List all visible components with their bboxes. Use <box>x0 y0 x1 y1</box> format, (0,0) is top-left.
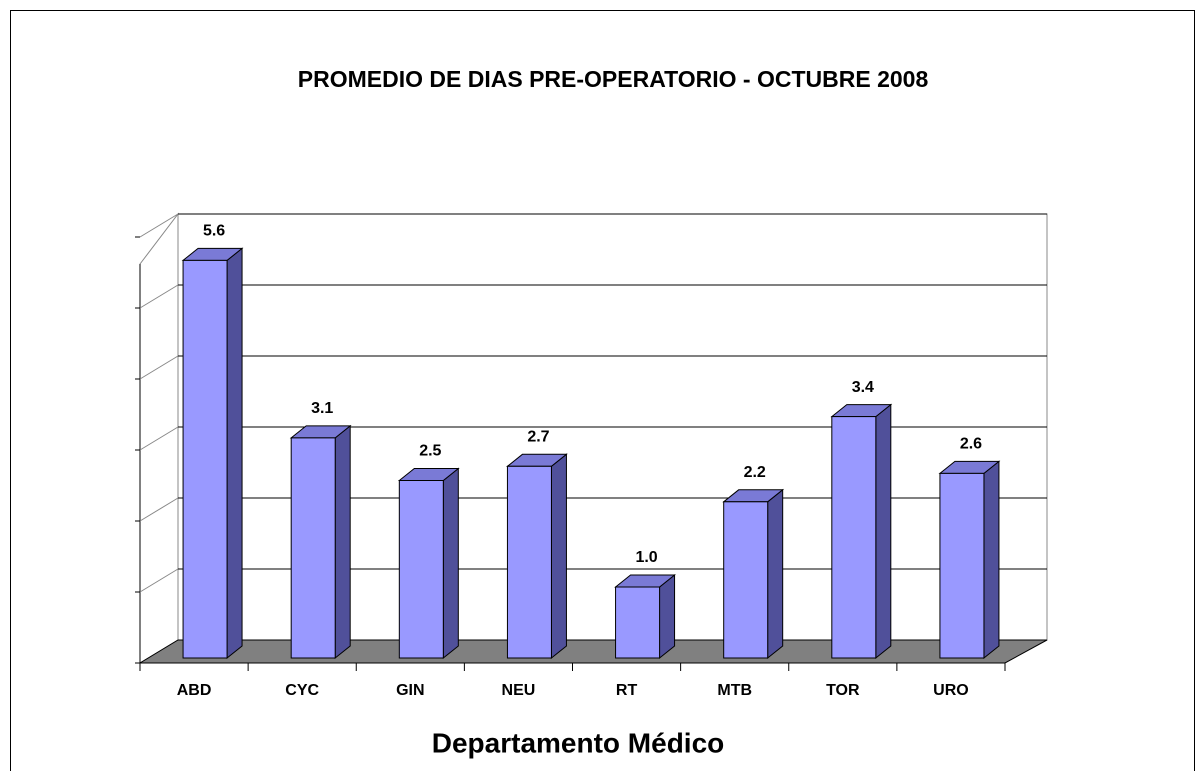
grid-line <box>139 497 179 522</box>
x-tick-label: GIN <box>396 682 424 699</box>
bar-side <box>659 573 676 660</box>
grid-line <box>139 213 179 238</box>
data-label: 2.5 <box>419 443 441 460</box>
data-label: 3.1 <box>311 400 333 417</box>
data-label: 2.7 <box>527 429 549 446</box>
floor <box>138 639 1048 664</box>
bar <box>506 465 552 659</box>
bar <box>182 259 228 659</box>
x-tick-label: TOR <box>826 682 860 699</box>
bar-side <box>875 403 892 660</box>
data-label: 3.4 <box>852 379 874 396</box>
grid-line <box>139 355 179 380</box>
x-tick-label: MTB <box>717 682 752 699</box>
grid-line <box>139 426 179 451</box>
bar-side <box>983 460 1000 660</box>
x-axis-title: Departamento Médico <box>432 727 725 758</box>
data-label: 5.6 <box>203 223 225 240</box>
bar-side <box>442 467 459 660</box>
bar <box>615 586 661 659</box>
bar <box>723 501 769 659</box>
x-tick-label: CYC <box>285 682 319 699</box>
x-tick-label: RT <box>616 682 638 699</box>
data-label: 2.6 <box>960 436 982 453</box>
bar <box>831 416 877 659</box>
chart-title: PROMEDIO DE DIAS PRE-OPERATORIO - OCTUBR… <box>298 66 929 92</box>
bar-side <box>226 247 243 660</box>
grid-line <box>139 568 179 593</box>
bar <box>290 437 336 659</box>
x-tick-label: URO <box>933 682 969 699</box>
x-tick-label: ABD <box>177 682 212 699</box>
grid-line <box>139 284 179 309</box>
bar <box>398 480 444 659</box>
data-label: 2.2 <box>744 464 766 481</box>
data-label: 1.0 <box>635 549 657 566</box>
bar-side <box>767 488 784 660</box>
bar-side <box>550 453 567 660</box>
bar-side <box>334 424 351 660</box>
bar <box>939 472 985 659</box>
x-tick-label: NEU <box>502 682 536 699</box>
